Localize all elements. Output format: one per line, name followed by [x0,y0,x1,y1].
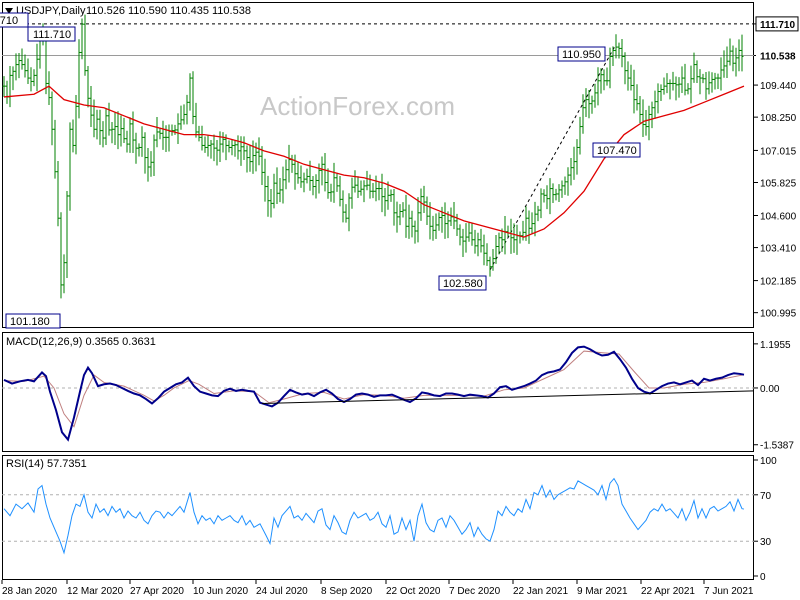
price-tick-label: 111.710 [760,20,795,31]
macd-label: MACD(12,26,9) 0.3565 0.3631 [6,336,156,348]
price-tick-label: 107.015 [760,146,797,157]
price-tag-box [756,48,798,63]
price-bars [2,14,744,299]
x-tick-label: 22 Apr 2021 [641,586,695,597]
x-axis: 28 Jan 2020 12 Mar 2020 27 Apr 2020 10 Jun … [1,580,754,597]
signal-series [3,350,745,428]
price-tick-label: 108.250 [760,113,797,124]
annotation-text: 107.470 [597,145,637,157]
annotation-high-left: 111.710 [27,26,76,42]
rsi-line [3,477,745,555]
price-tick-label: 102.185 [760,277,797,288]
rsi-level-lines [2,494,754,542]
annotation-text: 111.710 [33,29,71,41]
price-tick-label: 103.410 [760,244,797,255]
annotation-text: 102.580 [443,278,483,290]
rsi-tick-label: 70 [760,491,772,502]
rsi-tick-label: 100 [760,456,777,467]
macd-line [3,345,745,442]
x-tick-label: 28 Jan 2020 [2,586,57,597]
x-tick-label: 9 Mar 2021 [577,586,628,597]
annotation-low-march: 101.180 [5,313,61,329]
macd-trend-line [261,390,755,404]
macd-tick-label: 0.00 [760,384,780,395]
rsi-panel-frame [2,455,754,580]
symbol-label: USDJPY,Daily [16,5,86,17]
annotation-low-april-2021: 107.470 [592,142,641,158]
price-tick-label: 109.440 [760,81,797,92]
annotation-clipped-high: 111.710 [0,12,29,28]
x-tick-label: 7 Jun 2021 [704,586,754,597]
rsi-series [3,477,745,555]
rsi-tick-label: 0 [760,572,766,583]
ohlc-label: 110.526 110.590 110.435 110.538 [86,5,251,17]
x-tick-label: 8 Sep 2020 [321,586,373,597]
macd-axis: 1.1955 0.00 -1.5387 [754,340,794,452]
price-gridlines [2,23,754,56]
annotation-high-march-2021: 110.950 [557,46,606,62]
trend-segment [261,390,755,404]
x-tick-label: 22 Jan 2021 [513,586,568,597]
x-tick-label: 10 Jun 2020 [193,586,248,597]
price-tick-label: 105.825 [760,178,797,189]
macd-tick-label: -1.5387 [760,441,794,452]
price-panel-frame [2,2,754,328]
x-tick-label: 22 Oct 2020 [386,586,441,597]
x-tick-label: 7 Dec 2020 [449,586,501,597]
x-tick-label: 24 Jul 2020 [256,586,308,597]
moving-average-line [3,85,745,238]
annotation-text: 111.710 [0,15,18,27]
watermark: ActionForex.com [260,91,455,121]
price-axis: 111.710 110.538 109.440 108.250 107.015 105.8… [754,16,799,320]
annotation-text: 110.950 [562,49,601,61]
x-tick-label: 12 Mar 2020 [67,586,124,597]
annotation-text: 101.180 [10,316,50,328]
annotation-low-dec-2020: 102.580 [438,275,487,291]
price-tick-label: 100.995 [760,309,797,320]
price-tick-label: 104.600 [760,212,797,223]
x-tick-label: 27 Apr 2020 [130,586,184,597]
moving-average [3,85,745,238]
rsi-axis: 100 70 30 0 [754,456,777,583]
macd-tick-label: 1.1955 [760,340,791,351]
triangle-down-icon [5,8,13,14]
price-tick-label: 110.538 [760,51,796,62]
macd-signal-line [3,350,745,428]
rsi-label: RSI(14) 57.7351 [6,458,87,470]
macd-panel-frame [2,332,754,452]
price-tag-box [755,16,799,32]
macd-series [3,345,745,442]
rsi-tick-label: 30 [760,537,772,548]
